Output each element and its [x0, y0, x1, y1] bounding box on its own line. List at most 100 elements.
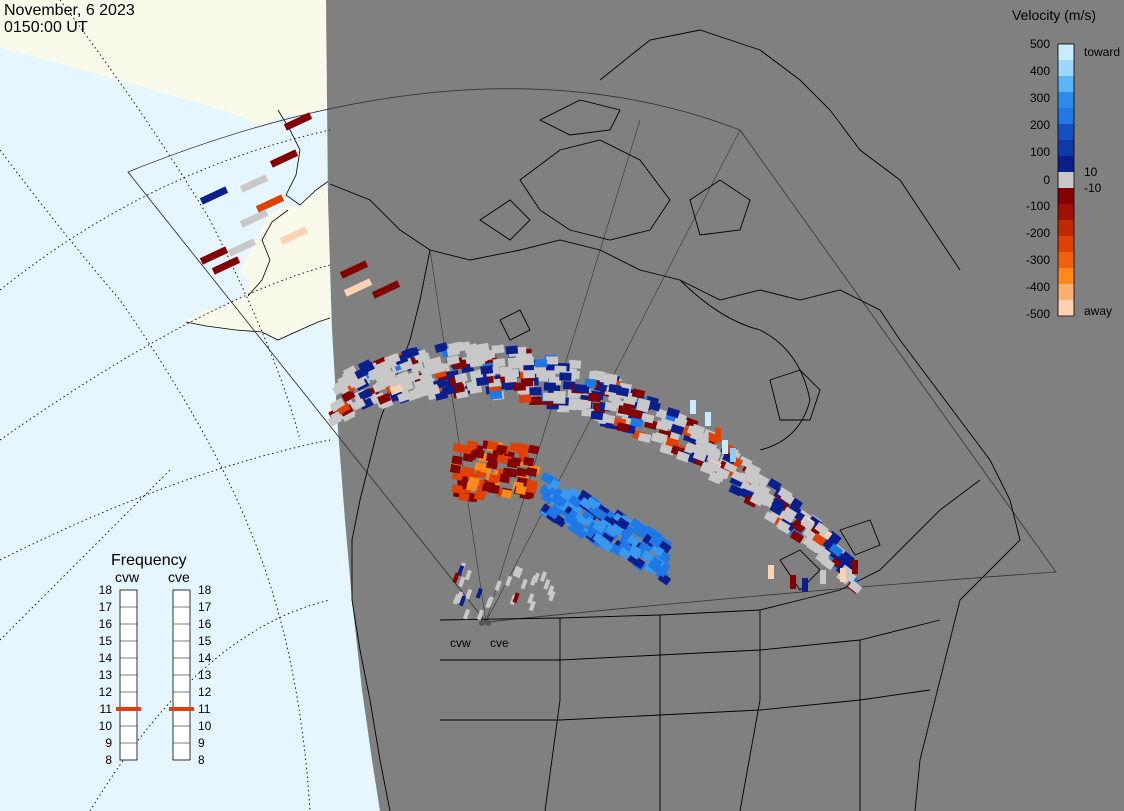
frequency-scale-label: 16: [99, 617, 113, 631]
echo-cell: [523, 456, 535, 467]
echo-cell: [640, 549, 655, 563]
echo-cell: [665, 437, 680, 449]
echo-cell: [546, 356, 559, 365]
echo-cell: [227, 238, 257, 257]
echo-cell: [618, 539, 632, 553]
echo-cell: [522, 369, 536, 379]
echo-cell: [812, 532, 827, 547]
echo-cell: [738, 455, 753, 469]
echo-cell: [545, 506, 560, 520]
colorbar-segment: [1058, 44, 1074, 61]
echo-cell: [705, 412, 711, 426]
echo-cell: [506, 458, 518, 469]
echo-cell: [451, 455, 463, 466]
velocity-legend: Velocity (m/s) 500400300200100100-10-100…: [1012, 7, 1120, 321]
echo-cell: [543, 392, 556, 401]
echo-cell: [767, 478, 782, 492]
echo-cell: [823, 544, 838, 558]
echo-cell: [460, 444, 472, 455]
echo-cell: [631, 556, 646, 569]
frequency-scale-label: 12: [198, 685, 212, 699]
echo-cell: [211, 256, 241, 275]
echo-cell: [516, 467, 528, 478]
station-dot-cve: [485, 620, 491, 626]
echo-cell: [547, 585, 555, 597]
echo-cell: [386, 352, 401, 365]
echo-cell: [715, 467, 731, 480]
colorbar-segment: [1058, 172, 1074, 189]
date-label: November, 6 2023: [4, 2, 135, 19]
velocity-colorbar: [1057, 43, 1075, 317]
echo-cell: [617, 405, 631, 416]
frequency-scale-label: 10: [99, 719, 113, 733]
echo-cell: [658, 540, 672, 554]
echo-cell: [666, 407, 681, 419]
echo-cell: [670, 423, 685, 436]
echo-cell: [749, 493, 764, 507]
echo-cell: [526, 467, 538, 477]
echo-cell: [330, 397, 346, 411]
echo-cell: [744, 470, 759, 484]
colorbar-segment: [1058, 76, 1074, 93]
frequency-scale-label: 13: [99, 668, 113, 682]
echo-cell: [469, 384, 483, 394]
echo-cell: [451, 484, 463, 494]
frequency-panel: Frequency cvw cve 1817161514131211109818…: [99, 552, 212, 767]
frequency-scale-label: 18: [198, 583, 212, 597]
echo-cell: [475, 587, 483, 599]
echo-cell: [840, 558, 855, 572]
echo-cell: [543, 578, 551, 590]
echo-cell: [840, 551, 855, 566]
frequency-scale-label: 9: [105, 736, 112, 750]
echo-cell: [372, 380, 387, 393]
echo-cell: [626, 534, 641, 548]
echo-cell: [567, 487, 581, 500]
echo-cell: [728, 484, 743, 497]
echo-cell: [413, 379, 428, 391]
echo-cell: [498, 473, 511, 484]
echo-cell: [199, 186, 229, 205]
echo-cell: [755, 473, 770, 487]
echo-cell: [469, 370, 483, 380]
colorbar-segment: [1058, 60, 1074, 77]
velocity-tick-label: 300: [1030, 91, 1050, 105]
colorbar-segment: [1058, 108, 1074, 125]
away-label: away: [1084, 304, 1112, 318]
echo-cell: [505, 575, 513, 587]
echo-cell: [480, 365, 494, 375]
echo-cell: [500, 488, 512, 499]
radar-name-cvw: cvw: [115, 569, 140, 585]
echo-cell: [722, 440, 728, 454]
echo-cell: [269, 149, 299, 168]
colorbar-segment: [1058, 156, 1074, 173]
echo-cell: [802, 578, 808, 592]
echo-cell: [800, 517, 815, 531]
station-label-cvw: cvw: [450, 636, 471, 650]
echo-cell: [512, 592, 520, 604]
echo-cell: [489, 390, 503, 400]
frequency-scale-label: 13: [198, 668, 212, 682]
echo-cell: [593, 507, 608, 521]
frequency-marker-cvw: [116, 707, 141, 711]
echo-cell: [790, 575, 796, 589]
echo-cell: [431, 363, 446, 374]
echo-cell: [636, 522, 650, 536]
echo-cell: [468, 476, 480, 487]
echo-cell: [495, 444, 508, 455]
echo-cell: [695, 435, 710, 448]
echo-cell: [543, 382, 556, 391]
echo-cell: [649, 529, 664, 543]
echo-cell: [533, 365, 547, 374]
velocity-tick-label: -200: [1026, 226, 1050, 240]
echo-cell: [553, 390, 566, 400]
echo-cell: [814, 522, 829, 536]
echo-cell: [604, 401, 618, 412]
velocity-tick-label: 400: [1030, 64, 1050, 78]
echo-cell: [847, 580, 863, 594]
echo-cell: [377, 392, 392, 405]
time-label: 0150:00 UT: [4, 19, 88, 36]
echo-cell: [782, 506, 798, 520]
echo-cell: [840, 568, 846, 582]
